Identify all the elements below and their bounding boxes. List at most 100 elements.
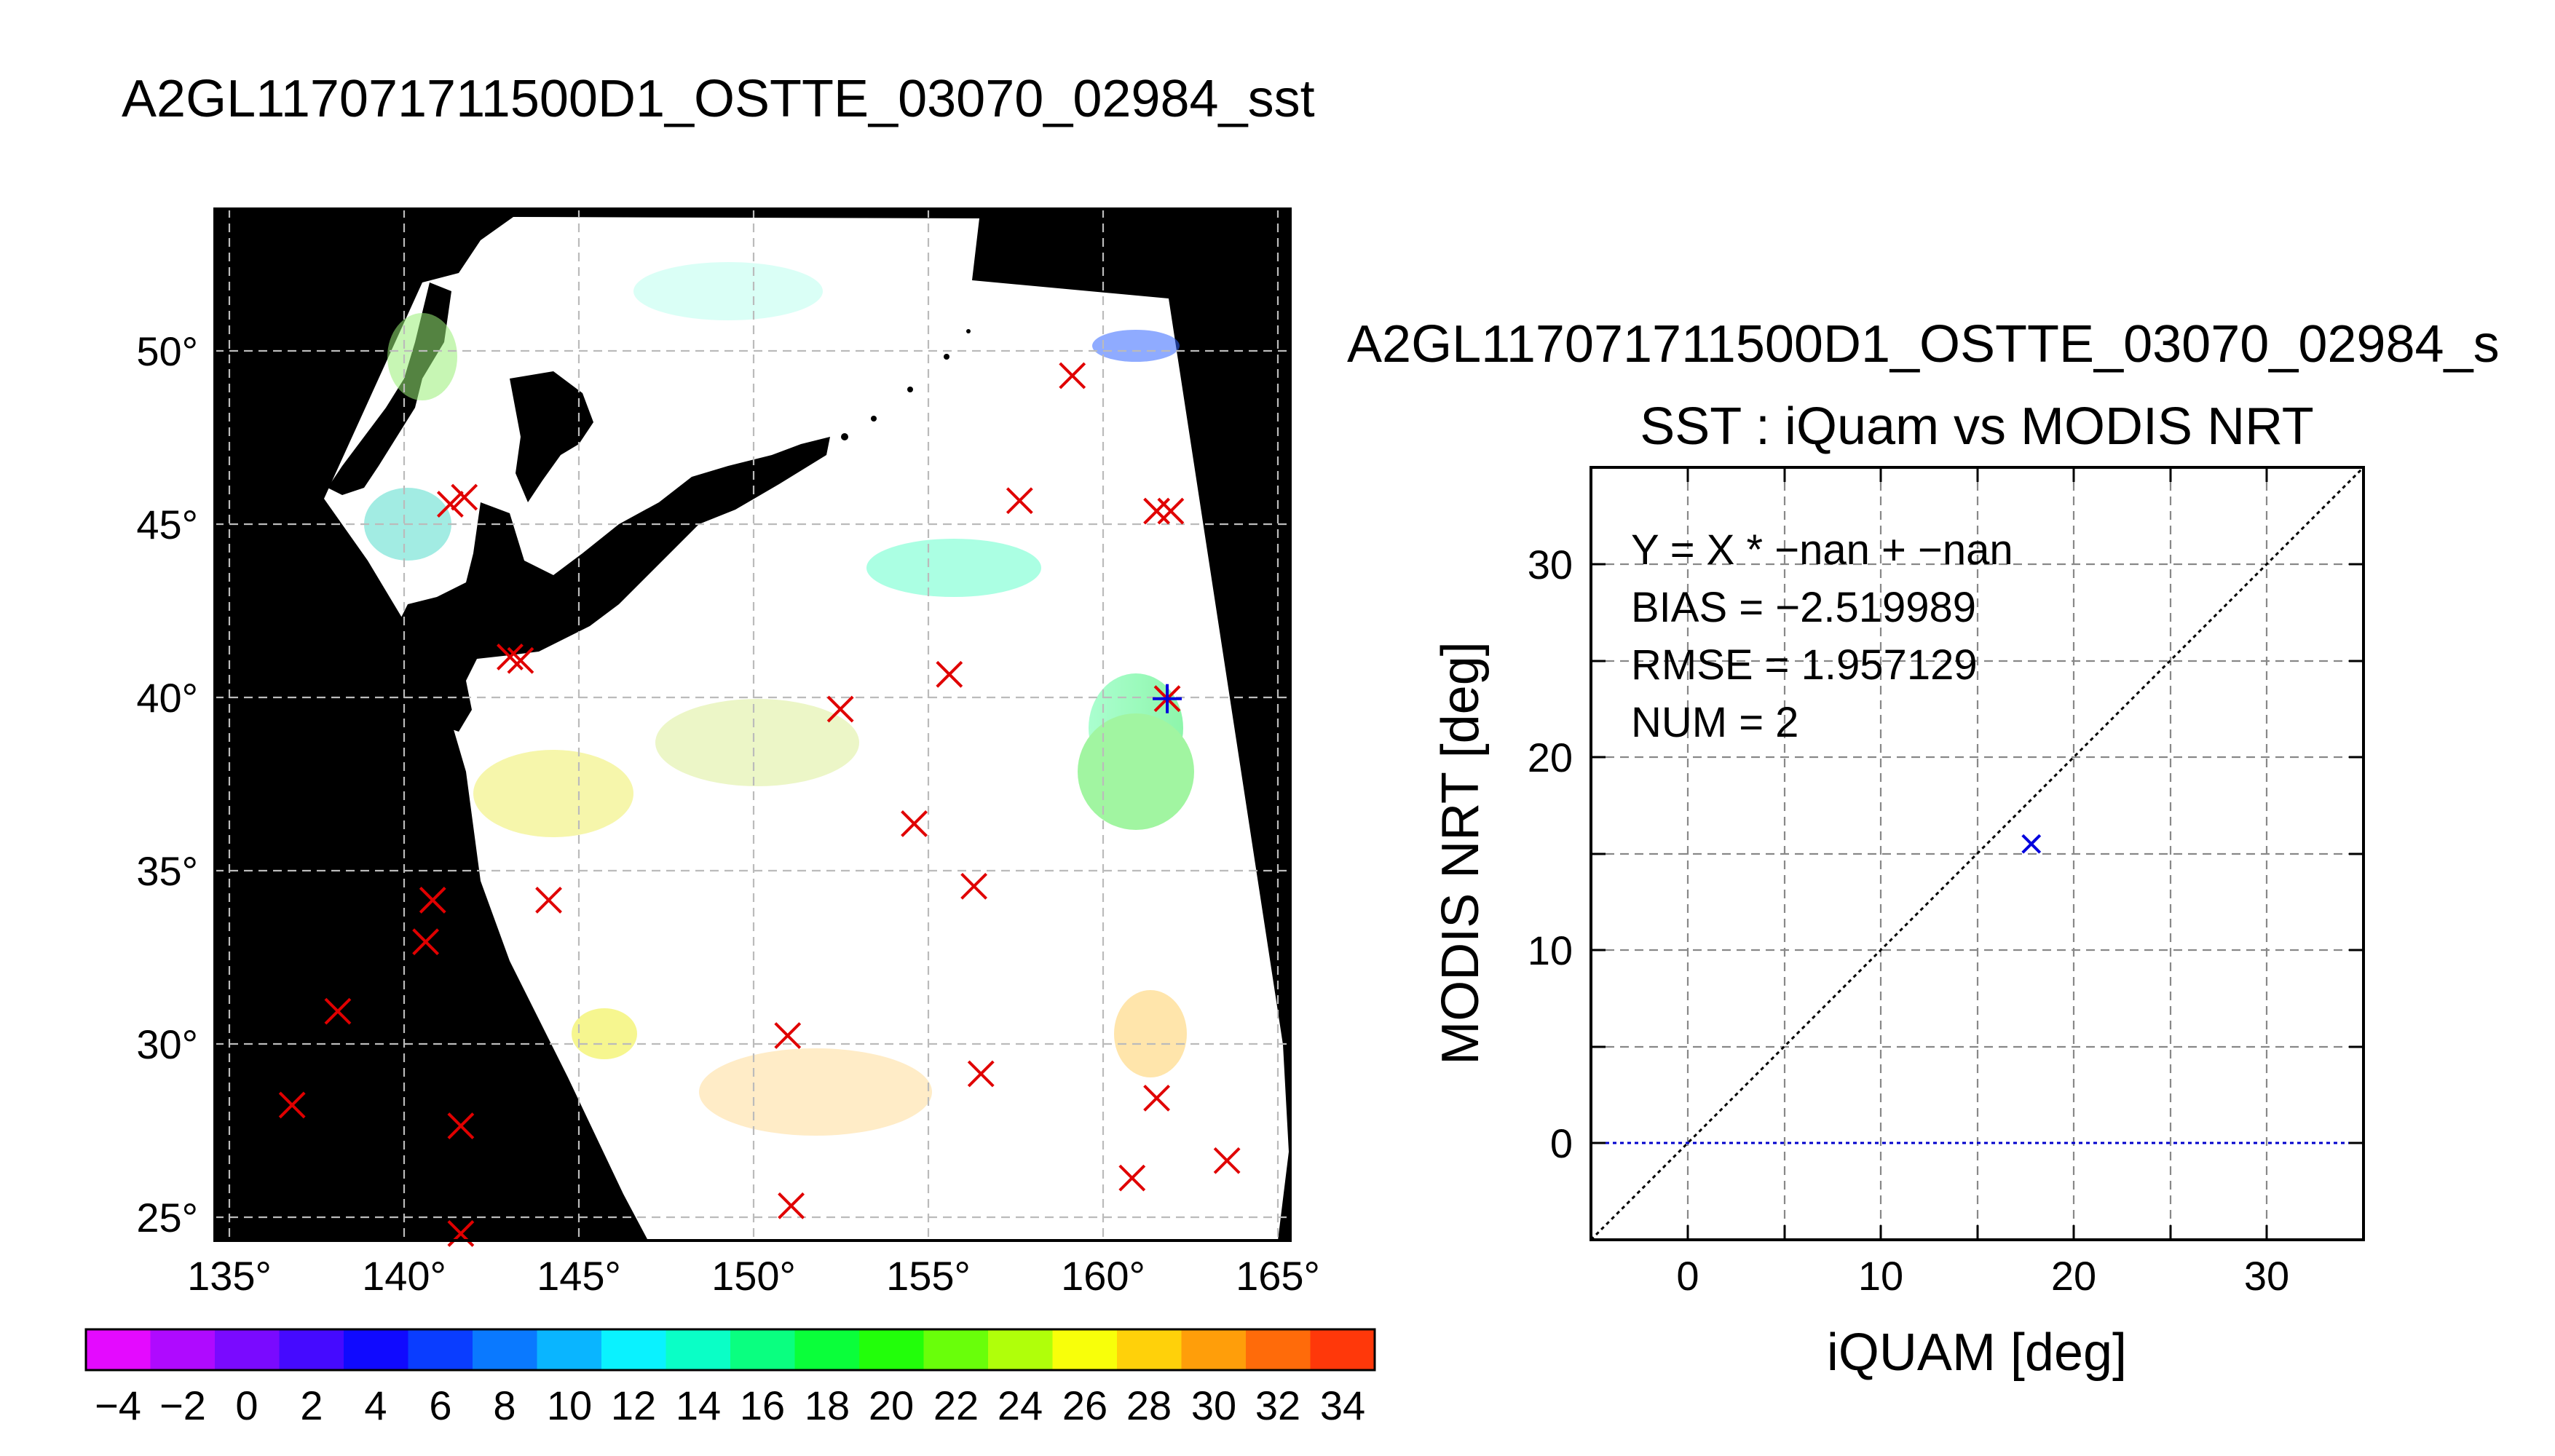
matchup-marker [278,1091,306,1119]
colorbar-swatch [473,1329,538,1370]
map-x-tick-label: 160° [1061,1253,1145,1299]
map-x-tick-label: 165° [1236,1253,1320,1299]
scatter-y-tick-label: 30 [1528,542,1573,587]
colorbar-tick-label: 24 [998,1382,1043,1428]
sst-color-tints [364,262,1194,1136]
highlight-marker [1153,684,1182,713]
map-x-tick-label: 135° [187,1253,272,1299]
matchup-marker [412,928,440,956]
map-y-tick-label: 35° [136,848,198,894]
fit-statistics: Y = X * −nan + −nan BIAS = −2.519989 RMS… [1631,526,2013,746]
colorbar-tick-label: 12 [611,1382,656,1428]
colorbar-swatches [86,1329,1375,1370]
scatter-y-axis-label: MODIS NRT [deg] [1431,641,1490,1065]
colorbar-swatch [923,1329,989,1370]
map-gridlines [215,209,1290,1241]
colorbar-frame [84,1328,1376,1372]
matchup-marker [451,483,478,511]
colorbar-swatch [279,1329,344,1370]
scatter-gridlines [1591,467,2364,1240]
map-markers [278,362,1241,1247]
colorbar-swatch [666,1329,731,1370]
scatter-x-tick-label: 20 [2051,1253,2096,1299]
matchup-marker [1118,1164,1146,1192]
matchup-marker [778,1192,805,1219]
matchup-marker [507,646,534,674]
scatter-x-tick-label: 30 [2244,1253,2289,1299]
colorbar-tick-label: 26 [1062,1382,1107,1428]
scatter-y-tick-label: 0 [1550,1120,1573,1166]
scatter-title: SST : iQuam vs MODIS NRT [1640,397,2314,456]
colorbar-tick-label: 8 [493,1382,516,1428]
colorbar-tick-label: 18 [805,1382,850,1428]
map-y-tick-label: 50° [136,328,198,374]
colorbar-tick-label: 10 [547,1382,592,1428]
rmse-value: RMSE = 1.957129 [1631,641,1978,689]
colorbar-swatch [344,1329,409,1370]
colorbar-tick-label: 2 [300,1382,323,1428]
scatter-x-tick-labels: 0 10 20 30 [1676,1253,2289,1299]
colorbar-swatch [1117,1329,1182,1370]
colorbar-tick-label: 6 [429,1382,451,1428]
map-title: A2GL117071711500D1_OSTTE_03070_02984_sst [122,70,1315,128]
matchup-marker [1143,1084,1170,1112]
map-y-tick-label: 30° [136,1021,198,1067]
colorbar-tick-label: 20 [869,1382,914,1428]
matchup-marker [497,644,524,670]
colorbar-swatch [1052,1329,1118,1370]
map-x-tick-label: 140° [362,1253,446,1299]
colorbar-tick-label: −4 [95,1382,141,1428]
matchup-marker [826,695,854,723]
colorbar-swatch [794,1329,860,1370]
colorbar-swatch [859,1329,925,1370]
colorbar-swatch [1310,1329,1375,1370]
sst-colorbar: −4 −2 0 2 4 6 8 10 12 14 16 18 20 22 24 … [84,1328,1376,1428]
land-hokkaido [397,437,830,732]
colorbar-tick-label: 30 [1191,1382,1236,1428]
scatter-x-tick-label: 10 [1858,1253,1903,1299]
matchup-marker [1157,497,1185,525]
colorbar-tick-label: 32 [1255,1382,1300,1428]
colorbar-swatch [86,1329,151,1370]
colorbar-tick-label: 16 [740,1382,785,1428]
land-peninsula [510,371,593,502]
sst-scatter-plot: Y = X * −nan + −nan BIAS = −2.519989 RMS… [1431,466,2365,1382]
scatter-x-tick-label: 0 [1676,1253,1699,1299]
scatter-point [2021,834,2042,854]
scatter-y-tick-label: 10 [1528,927,1573,973]
scatter-header: A2GL117071711500D1_OSTTE_03070_02984_s [1347,315,2500,373]
colorbar-tick-label: 4 [364,1382,387,1428]
map-y-tick-label: 45° [136,502,198,547]
map-x-tick-labels: 135° 140° 145° 150° 155° 160° 165° [187,1253,1320,1299]
matchup-marker [967,1060,995,1088]
matchup-marker [774,1022,802,1049]
colorbar-swatch [730,1329,796,1370]
colorbar-tick-label: 22 [933,1382,979,1428]
matchup-marker [901,810,928,837]
matchup-marker [1213,1147,1241,1174]
matchup-marker [419,887,446,914]
colorbar-tick-label: 0 [235,1382,258,1428]
matchup-marker [324,997,352,1025]
sst-map: 135° 140° 145° 150° 155° 160° 165° 50° 4… [136,207,1320,1299]
matchup-marker [1059,362,1086,389]
map-y-tick-label: 25° [136,1195,198,1241]
colorbar-swatch [215,1329,280,1370]
matchup-marker [447,1112,475,1139]
scatter-frame-ticks [1591,467,2364,1240]
matchup-marker [535,887,562,914]
colorbar-tick-label: 34 [1320,1382,1365,1428]
colorbar-swatch [1246,1329,1311,1370]
map-x-tick-label: 145° [537,1253,621,1299]
colorbar-swatch [988,1329,1054,1370]
colorbar-tick-labels: −4 −2 0 2 4 6 8 10 12 14 16 18 20 22 24 … [95,1382,1365,1428]
map-y-tick-label: 40° [136,675,198,721]
colorbar-tick-label: 28 [1126,1382,1172,1428]
matchup-marker [960,872,988,900]
scatter-points [2021,834,2042,854]
bias-value: BIAS = −2.519989 [1631,584,1976,631]
map-frame [213,207,1292,1242]
regression-equation: Y = X * −nan + −nan [1631,526,2013,574]
kuril-islands [297,329,971,500]
